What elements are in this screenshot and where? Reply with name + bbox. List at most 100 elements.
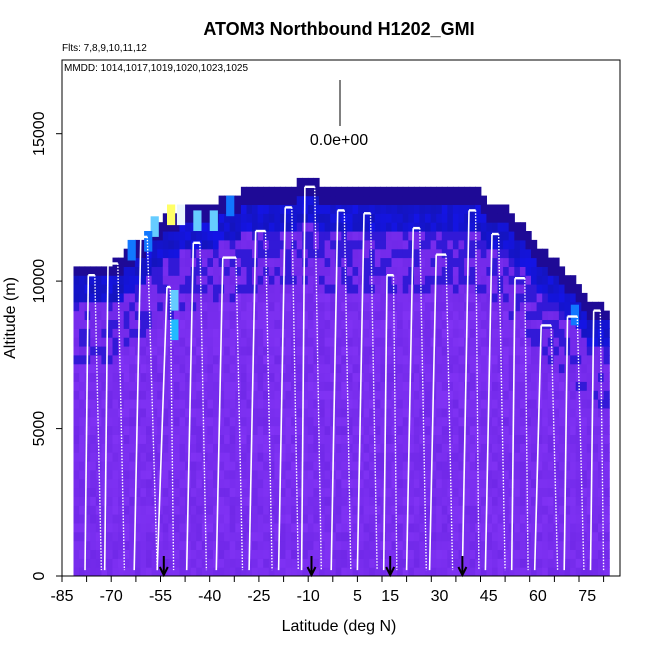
heat-cell <box>146 257 153 267</box>
heat-cell <box>469 354 476 365</box>
heat-cell <box>196 310 203 320</box>
heat-cell <box>386 469 393 480</box>
heat-cell <box>419 522 426 533</box>
heat-cell <box>84 567 91 576</box>
heat-cell <box>452 381 460 391</box>
heat-cell <box>475 284 482 294</box>
heat-cell <box>598 310 605 320</box>
heat-cell <box>346 487 354 497</box>
heat-cell <box>458 434 465 444</box>
heat-cell <box>330 284 337 294</box>
heat-cell <box>492 346 499 356</box>
heat-cell <box>402 204 409 214</box>
heat-cell <box>146 346 153 356</box>
heat-cell <box>480 514 487 524</box>
heat-cell <box>592 514 599 524</box>
heat-cell <box>229 487 236 497</box>
heat-cell <box>95 425 102 435</box>
heat-cell <box>458 204 465 214</box>
heat-cell <box>246 381 253 391</box>
heat-cell <box>296 478 303 489</box>
heat-cell <box>374 310 381 320</box>
heat-cell <box>402 390 409 400</box>
heat-cell <box>296 310 303 320</box>
heat-cell <box>542 549 549 559</box>
heat-cell <box>553 266 560 276</box>
heat-cell <box>519 549 527 559</box>
heat-cell <box>341 487 348 497</box>
heat-cell <box>84 443 91 453</box>
flight-ascent <box>589 310 595 571</box>
heat-cell <box>179 443 186 453</box>
heat-cell <box>346 434 354 444</box>
heat-cell <box>536 310 543 320</box>
x-tick-label: 75 <box>578 588 596 605</box>
heat-cell <box>447 204 454 214</box>
heat-cell <box>374 469 381 480</box>
heat-cell <box>173 354 181 365</box>
flight-descent <box>392 275 398 571</box>
heat-cell <box>358 292 365 303</box>
heat-cell <box>352 346 359 356</box>
heat-cell <box>469 461 476 471</box>
heat-cell <box>335 478 342 489</box>
heat-cell <box>151 407 158 418</box>
heat-cell <box>218 346 225 356</box>
heat-cell <box>218 204 225 214</box>
heat-cell <box>430 257 437 267</box>
heat-cell <box>190 461 197 471</box>
heat-cell <box>268 301 275 312</box>
heat-cell <box>363 301 370 312</box>
heat-cell <box>107 558 114 568</box>
heat-cell <box>101 372 108 382</box>
heat-cell <box>274 478 281 489</box>
heat-cell <box>213 425 220 435</box>
heat-cell <box>263 213 270 223</box>
heat-cell <box>603 496 610 506</box>
heat-cell <box>447 505 454 515</box>
heat-cell <box>95 346 102 356</box>
heat-cell <box>547 549 554 559</box>
heat-cell <box>425 213 432 223</box>
heat-cell <box>224 469 231 480</box>
heat-cell <box>173 478 181 489</box>
heat-cell <box>313 443 320 453</box>
heat-cell <box>586 469 593 480</box>
heat-cell <box>319 195 326 205</box>
heat-cell <box>179 275 186 285</box>
heat-cell <box>285 407 292 418</box>
heat-cell <box>151 425 158 435</box>
heat-cell <box>157 284 164 294</box>
heat-cell <box>134 319 142 329</box>
heat-cell <box>469 186 476 197</box>
heat-cell <box>430 487 437 497</box>
heat-cell <box>397 549 404 559</box>
heat-cell <box>134 434 142 444</box>
heat-cell <box>185 319 192 329</box>
heat-cell <box>508 266 515 276</box>
heat-cell <box>413 425 421 435</box>
heat-cell <box>380 390 387 400</box>
heat-cell <box>570 478 577 489</box>
heat-cell <box>330 567 337 576</box>
heat-cell <box>413 213 421 223</box>
heat-cell <box>531 407 538 418</box>
heat-cell <box>525 319 532 329</box>
heat-cell <box>542 514 549 524</box>
heat-cell <box>207 461 214 471</box>
heat-cell <box>542 310 549 320</box>
heat-cell <box>101 284 108 294</box>
heat-cell <box>480 292 487 303</box>
heat-cell <box>598 443 605 453</box>
heat-cell <box>218 505 225 515</box>
heat-cell <box>480 213 487 223</box>
heat-cell <box>486 496 493 506</box>
heat-cell <box>492 248 499 259</box>
heat-cell <box>107 540 114 550</box>
heat-cell <box>257 514 264 524</box>
heat-cell <box>352 425 359 435</box>
heat-cell <box>246 195 253 205</box>
heat-cell <box>201 213 208 223</box>
heat-cell <box>492 239 499 250</box>
heat-cell <box>279 540 287 550</box>
